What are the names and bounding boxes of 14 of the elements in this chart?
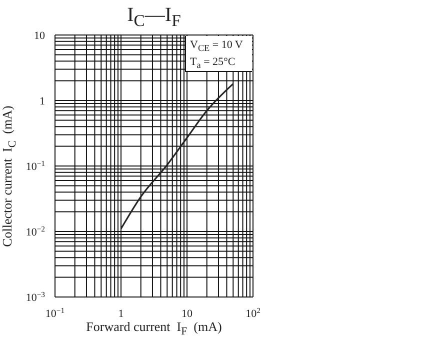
y-tick-label: 10	[34, 30, 46, 42]
conditions-box: V$_{CE}$ = 10 V T$_{a}$ = 25°C	[185, 36, 252, 72]
x-tick-label: 10$^{−1}$	[45, 306, 65, 320]
x-axis-title: Forward current I$_{F}$ (mA)	[85, 319, 223, 338]
x-tick-label: 10$^{2}$	[246, 306, 261, 320]
x-tick-label: 1	[118, 308, 124, 320]
y-tick-label: 10$^{−2}$	[26, 224, 46, 238]
y-tick-label: 10$^{−3}$	[26, 290, 46, 304]
x-tick-label: 10	[182, 308, 193, 320]
y-tick-label: 10$^{−1}$	[26, 158, 46, 173]
annotation: V$_{CE}$ = 10 V	[190, 38, 244, 56]
y-tick-label: 1	[40, 96, 45, 108]
chart-title: I$_{C}$—I$_{F}$	[126, 4, 182, 31]
annotation: T$_{a}$ = 25°C	[190, 55, 236, 72]
